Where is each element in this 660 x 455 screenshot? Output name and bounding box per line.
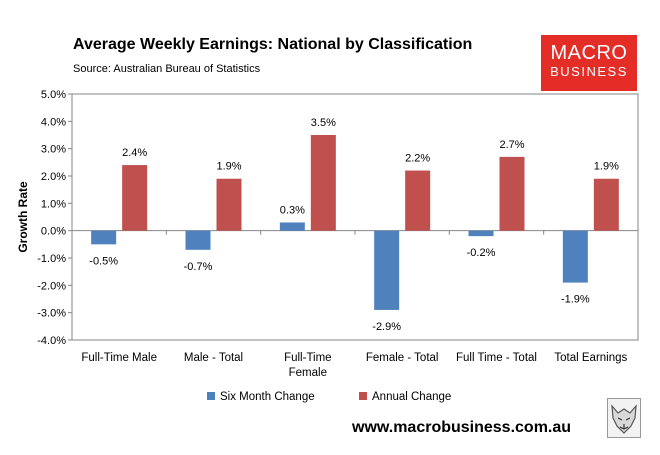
annual-bar <box>122 165 148 231</box>
six-month-bar <box>562 230 588 283</box>
data-label: 2.7% <box>499 139 524 151</box>
six-month-bar <box>374 230 400 310</box>
legend-annual-label: Annual Change <box>372 391 451 403</box>
x-category-label: Total Earnings <box>554 352 627 364</box>
chart-title: Average Weekly Earnings: National by Cla… <box>73 36 473 53</box>
logo-line-1: MACRO <box>550 42 628 64</box>
legend-six-month-swatch <box>207 392 215 400</box>
data-label: -2.9% <box>372 321 401 333</box>
six-month-bar <box>185 230 211 250</box>
data-label: 3.5% <box>311 117 336 129</box>
annual-bar <box>405 170 431 231</box>
y-tick-label: -4.0% <box>37 335 66 347</box>
website-url: www.macrobusiness.com.au <box>352 419 572 436</box>
x-category-label: Female - Total <box>366 352 439 364</box>
macrobusiness-logo: MACRO BUSINESS <box>541 35 637 91</box>
annual-bar <box>216 178 242 231</box>
x-category-label: Full-Time Male <box>81 352 157 364</box>
y-tick-label: 0.0% <box>41 226 66 238</box>
y-tick-label: -3.0% <box>37 308 66 320</box>
data-label: -0.5% <box>89 255 118 267</box>
y-tick-label: 3.0% <box>41 144 66 156</box>
data-label: -0.7% <box>184 261 213 273</box>
y-tick-label: 4.0% <box>41 116 66 128</box>
data-label: 0.3% <box>280 204 305 216</box>
y-tick-label: 2.0% <box>41 171 66 183</box>
data-label: 2.4% <box>122 147 147 159</box>
data-label: 1.9% <box>594 161 619 173</box>
chart-source: Source: Australian Bureau of Statistics <box>73 63 261 75</box>
annual-bar <box>593 178 619 231</box>
six-month-bar <box>468 230 494 237</box>
wolf-icon <box>607 398 641 438</box>
y-tick-label: 1.0% <box>41 198 66 210</box>
data-label: -0.2% <box>467 247 496 259</box>
y-tick-label: 5.0% <box>41 89 66 101</box>
data-label: -1.9% <box>561 294 590 306</box>
x-category-label: Male - Total <box>184 352 243 364</box>
data-label: 1.9% <box>216 161 241 173</box>
plot-area <box>71 93 639 341</box>
y-axis-title: Growth Rate <box>16 181 30 253</box>
data-label: 2.2% <box>405 153 430 165</box>
annual-bar <box>310 135 336 231</box>
six-month-bar <box>279 222 305 231</box>
x-category-label: Full Time - Total <box>456 352 537 364</box>
legend-annual-swatch <box>359 392 367 400</box>
x-category-label: Female <box>289 367 327 379</box>
y-tick-label: -1.0% <box>37 253 66 265</box>
annual-bar <box>499 156 525 231</box>
logo-line-2: BUSINESS <box>550 64 628 79</box>
y-tick-label: -2.0% <box>37 280 66 292</box>
legend-six-month-label: Six Month Change <box>220 391 315 403</box>
x-category-label: Full-Time <box>284 352 332 364</box>
six-month-bar <box>91 230 117 245</box>
